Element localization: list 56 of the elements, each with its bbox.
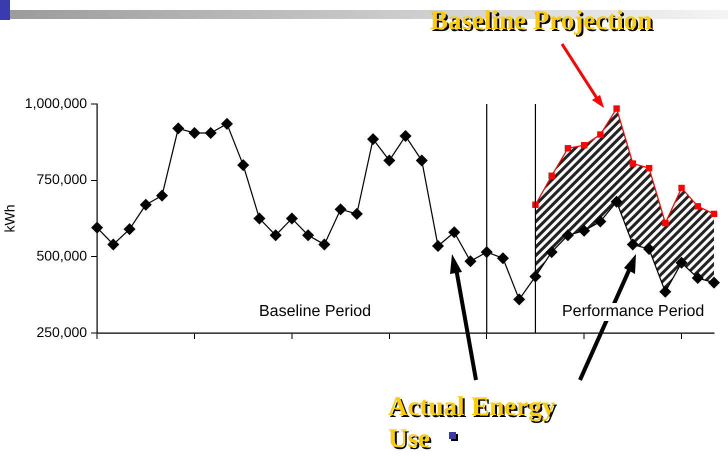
point	[692, 272, 704, 284]
point	[676, 256, 688, 269]
point	[156, 190, 168, 202]
point	[91, 222, 104, 234]
point	[172, 122, 184, 134]
point	[578, 224, 590, 237]
point	[496, 252, 509, 264]
point	[546, 246, 558, 258]
point	[383, 154, 396, 166]
point	[643, 243, 656, 256]
point	[350, 208, 363, 220]
point	[400, 130, 412, 142]
point	[204, 127, 217, 140]
point	[630, 160, 636, 167]
point	[646, 164, 652, 172]
text: Baseline Projection	[430, 4, 652, 36]
point	[594, 216, 606, 228]
y-axis-title: kWh	[1, 204, 18, 232]
point	[107, 238, 120, 250]
point	[416, 154, 428, 166]
point	[432, 240, 444, 252]
point	[564, 145, 572, 152]
point	[220, 118, 233, 130]
point	[597, 131, 604, 138]
text: Actual Energy Use	[388, 390, 556, 454]
point	[140, 198, 152, 211]
point	[513, 293, 526, 306]
y-tick-label: 750,000	[36, 171, 88, 188]
point	[188, 127, 200, 140]
annotation: Baseline Period	[257, 303, 374, 321]
y-tick-label: 250,000	[36, 324, 88, 340]
point	[237, 159, 250, 172]
point	[710, 210, 718, 218]
y-tick-label: 500,000	[36, 248, 88, 264]
point	[124, 223, 136, 236]
y-tick-label: 1,000,000	[24, 94, 88, 111]
point	[253, 212, 266, 224]
point	[302, 229, 314, 242]
point	[318, 238, 330, 250]
annotation: Performance Period	[560, 303, 706, 321]
point	[694, 203, 701, 210]
point	[548, 172, 555, 179]
point	[613, 105, 620, 112]
point	[610, 196, 623, 208]
point	[580, 142, 588, 148]
point	[626, 238, 639, 250]
point	[662, 220, 668, 226]
point	[286, 212, 298, 224]
point	[708, 276, 720, 289]
point	[464, 255, 476, 268]
point	[367, 133, 380, 146]
point	[270, 229, 282, 242]
point	[659, 286, 672, 298]
point	[334, 203, 347, 216]
point	[448, 226, 460, 238]
point	[562, 229, 574, 242]
